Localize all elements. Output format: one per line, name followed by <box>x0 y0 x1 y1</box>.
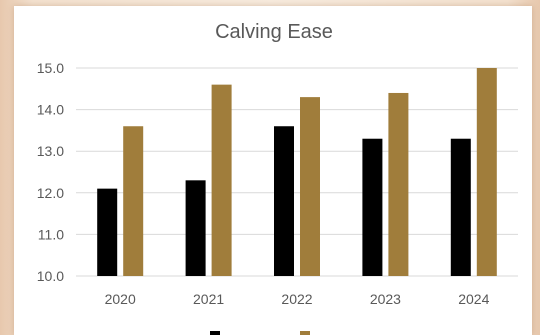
bar-series2-2021 <box>211 84 232 276</box>
bars <box>97 68 497 277</box>
x-tick-label: 2021 <box>193 291 224 307</box>
bar-series2-2020 <box>123 126 144 277</box>
bar-series2-2023 <box>388 92 409 277</box>
legend-swatch <box>300 331 310 335</box>
x-axis-tick-labels: 2020 2021 2022 2023 2024 <box>105 291 490 307</box>
y-tick-label: 14.0 <box>37 102 64 118</box>
bar-series1-2023 <box>362 138 383 276</box>
y-tick-label: 12.0 <box>37 185 64 201</box>
chart-title: Calving Ease <box>215 21 333 43</box>
y-tick-label: 11.0 <box>38 226 64 242</box>
x-tick-label: 2020 <box>105 291 136 307</box>
bar-chart: Calving Ease 10.0 11.0 12.0 13.0 14.0 15.0 20… <box>37 21 518 335</box>
x-tick-label: 2024 <box>458 291 489 307</box>
bar-series1-2020 <box>97 188 118 276</box>
y-tick-label: 15.0 <box>37 60 64 76</box>
bar-series1-2022 <box>274 126 294 277</box>
bar-series1-2021 <box>185 180 206 276</box>
bar-series1-2024 <box>450 138 471 276</box>
y-tick-label: 13.0 <box>37 143 64 159</box>
x-tick-label: 2022 <box>281 291 312 307</box>
bar-series2-2022 <box>300 97 320 277</box>
y-axis-tick-labels: 10.0 11.0 12.0 13.0 14.0 15.0 <box>37 60 64 284</box>
legend <box>210 331 310 335</box>
chart-frame: Calving Ease 10.0 11.0 12.0 13.0 14.0 15.0 20… <box>14 6 532 335</box>
legend-swatch <box>210 331 220 335</box>
gridlines <box>76 67 518 277</box>
x-tick-label: 2023 <box>370 291 401 307</box>
bar-series2-2024 <box>476 68 497 276</box>
y-tick-label: 10.0 <box>37 268 64 284</box>
